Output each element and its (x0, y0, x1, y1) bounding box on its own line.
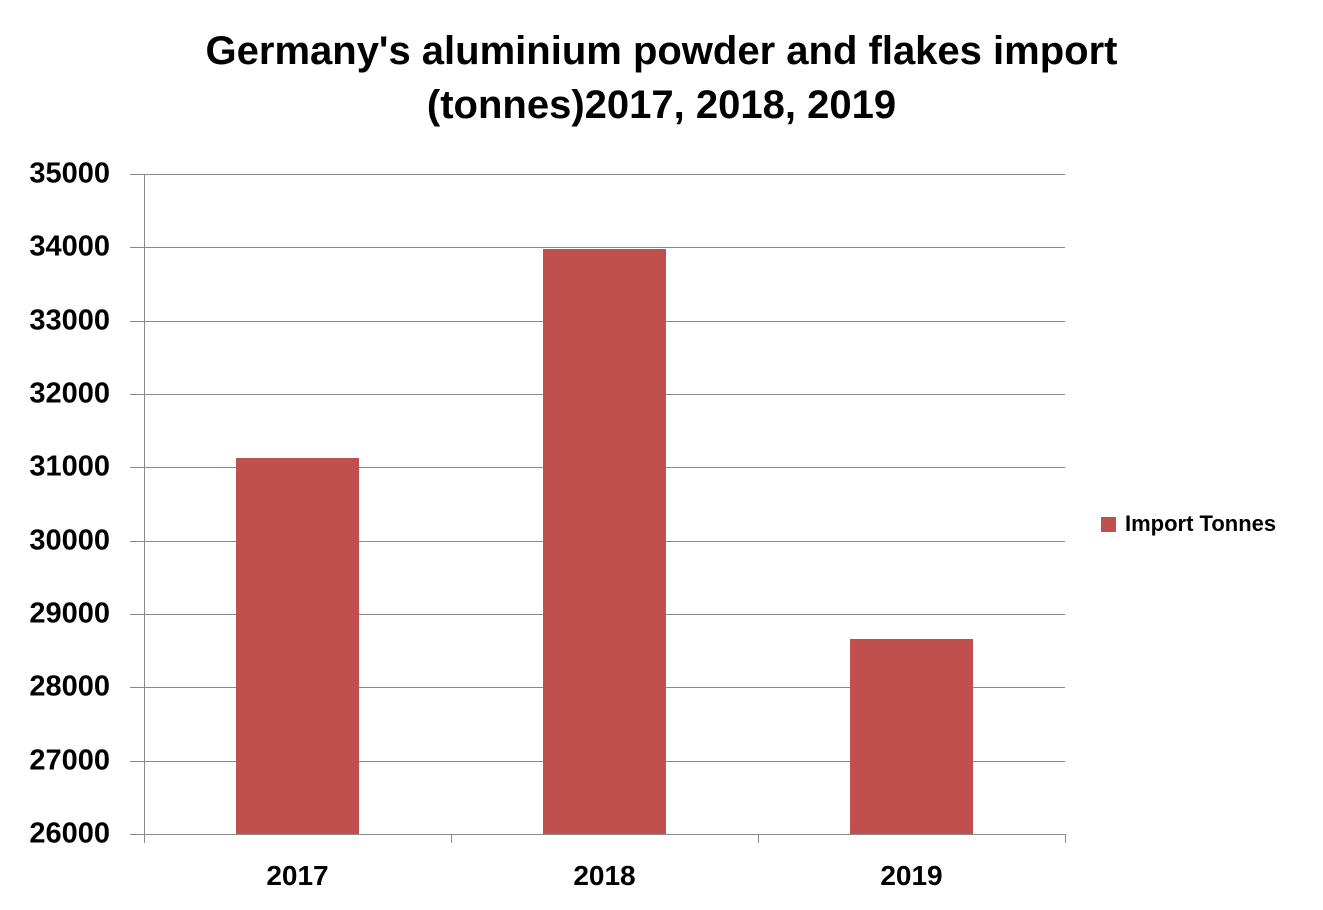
gridline (130, 834, 1065, 835)
x-tick-label: 2017 (266, 860, 329, 891)
y-axis-line (144, 174, 145, 842)
y-tick-label: 28000 (29, 670, 110, 703)
x-tick-label: 2018 (573, 860, 636, 891)
chart-title-line-2: (tonnes)2017, 2018, 2019 (426, 83, 897, 127)
y-tick-label: 34000 (29, 230, 110, 263)
y-tick-label: 35000 (29, 157, 110, 190)
x-tick-mark (758, 834, 759, 843)
legend: Import Tonnes (1101, 511, 1276, 537)
x-tick-mark (144, 834, 145, 843)
chart-title-line-1: Germany's aluminium powder and flakes im… (205, 29, 1118, 73)
y-tick-label: 33000 (29, 304, 110, 337)
legend-swatch (1101, 516, 1116, 532)
y-tick-label: 26000 (29, 817, 110, 850)
plot-area (130, 174, 1065, 835)
x-tick-mark (451, 834, 452, 843)
x-tick-mark (1065, 834, 1066, 843)
gridline (130, 247, 1065, 249)
x-tick-label: 2019 (880, 860, 943, 891)
y-tick-label: 29000 (29, 597, 110, 630)
y-tick-label: 31000 (29, 450, 110, 483)
chart-title: Germany's aluminium powder and flakes im… (0, 24, 1323, 132)
bar-2017[interactable] (236, 457, 359, 834)
bar-2019[interactable] (850, 638, 973, 834)
y-tick-label: 30000 (29, 524, 110, 557)
bar-2018[interactable] (543, 248, 666, 834)
y-tick-label: 27000 (29, 744, 110, 777)
legend-label: Import Tonnes (1125, 511, 1277, 536)
gridline (130, 174, 1065, 175)
y-tick-label: 32000 (29, 377, 110, 410)
